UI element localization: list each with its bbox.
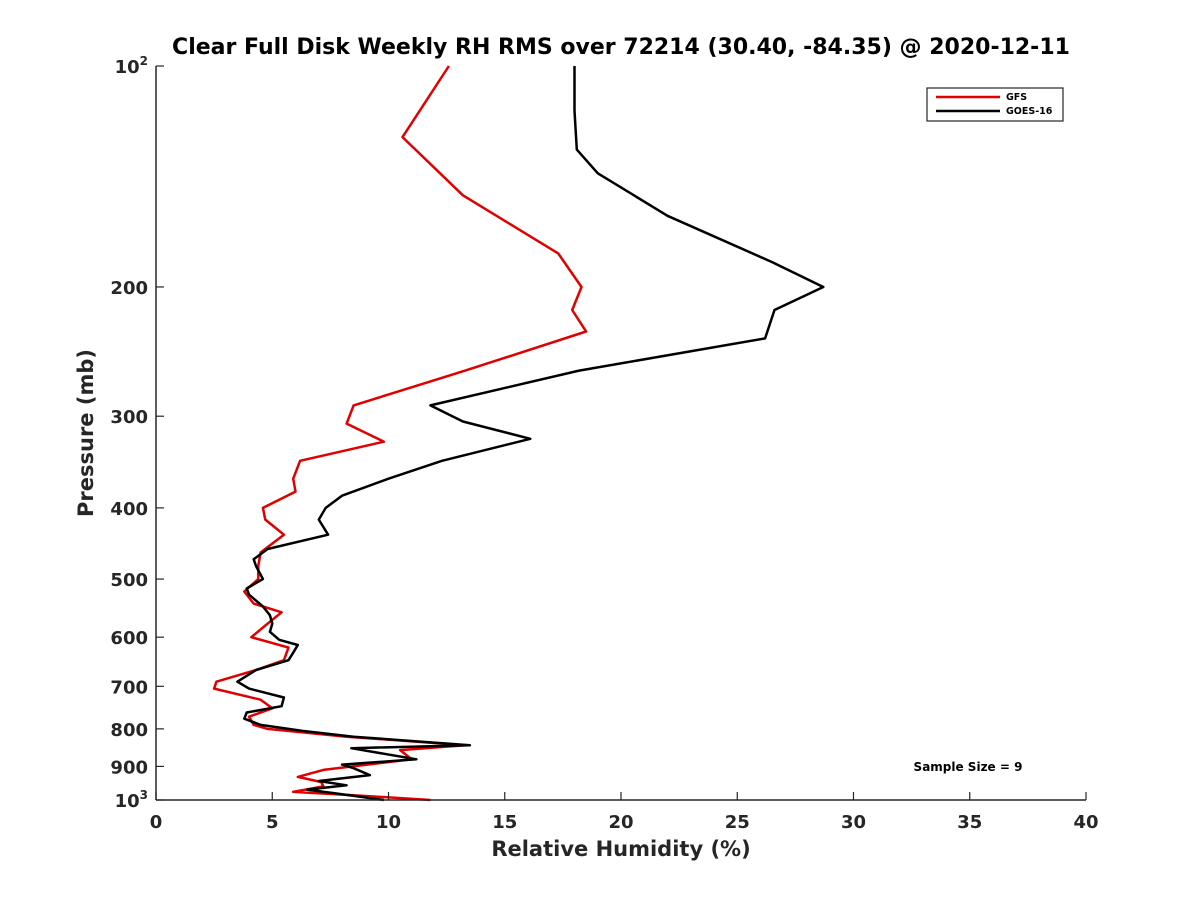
y-tick-label: 900: [110, 757, 148, 778]
legend: GFS GOES-16: [926, 87, 1064, 122]
sample-size-annotation: Sample Size = 9: [914, 760, 1023, 774]
x-tick-label: 10: [376, 812, 401, 833]
y-ticks: 102 200 300 400 500 600 700 800 900 103: [110, 54, 164, 812]
y-tick-label: 102: [115, 54, 148, 78]
series-line-goes16: [236, 66, 825, 802]
x-tick-label: 0: [150, 812, 163, 833]
chart-title: Clear Full Disk Weekly RH RMS over 72214…: [172, 35, 1070, 60]
y-axis-label: Pressure (mb): [74, 349, 98, 517]
x-tick-label: 40: [1073, 812, 1098, 833]
y-tick-label: 300: [110, 407, 148, 428]
x-ticks: 0 5 10 15 20 25 30 35 40: [150, 792, 1099, 833]
y-tick-label: 500: [110, 570, 148, 591]
x-tick-label: 5: [266, 812, 279, 833]
legend-label-goes16: GOES-16: [1006, 106, 1053, 117]
y-tick-label: 400: [110, 499, 148, 520]
x-tick-label: 25: [725, 812, 750, 833]
legend-box: [926, 87, 1064, 122]
axes: [155, 66, 1086, 801]
y-tick-label: 103: [115, 788, 148, 812]
x-tick-label: 30: [841, 812, 866, 833]
series-line-gfs: [212, 65, 588, 802]
x-tick-label: 15: [492, 812, 517, 833]
legend-label-gfs: GFS: [1006, 92, 1027, 103]
y-tick-label: 600: [110, 628, 148, 649]
y-tick-label: 200: [110, 278, 148, 299]
y-tick-label: 700: [110, 677, 148, 698]
x-tick-label: 35: [957, 812, 982, 833]
x-tick-label: 20: [608, 812, 633, 833]
x-axis-label: Relative Humidity (%): [491, 837, 750, 861]
plot-lines: [212, 65, 825, 802]
y-tick-label: 800: [110, 720, 148, 741]
